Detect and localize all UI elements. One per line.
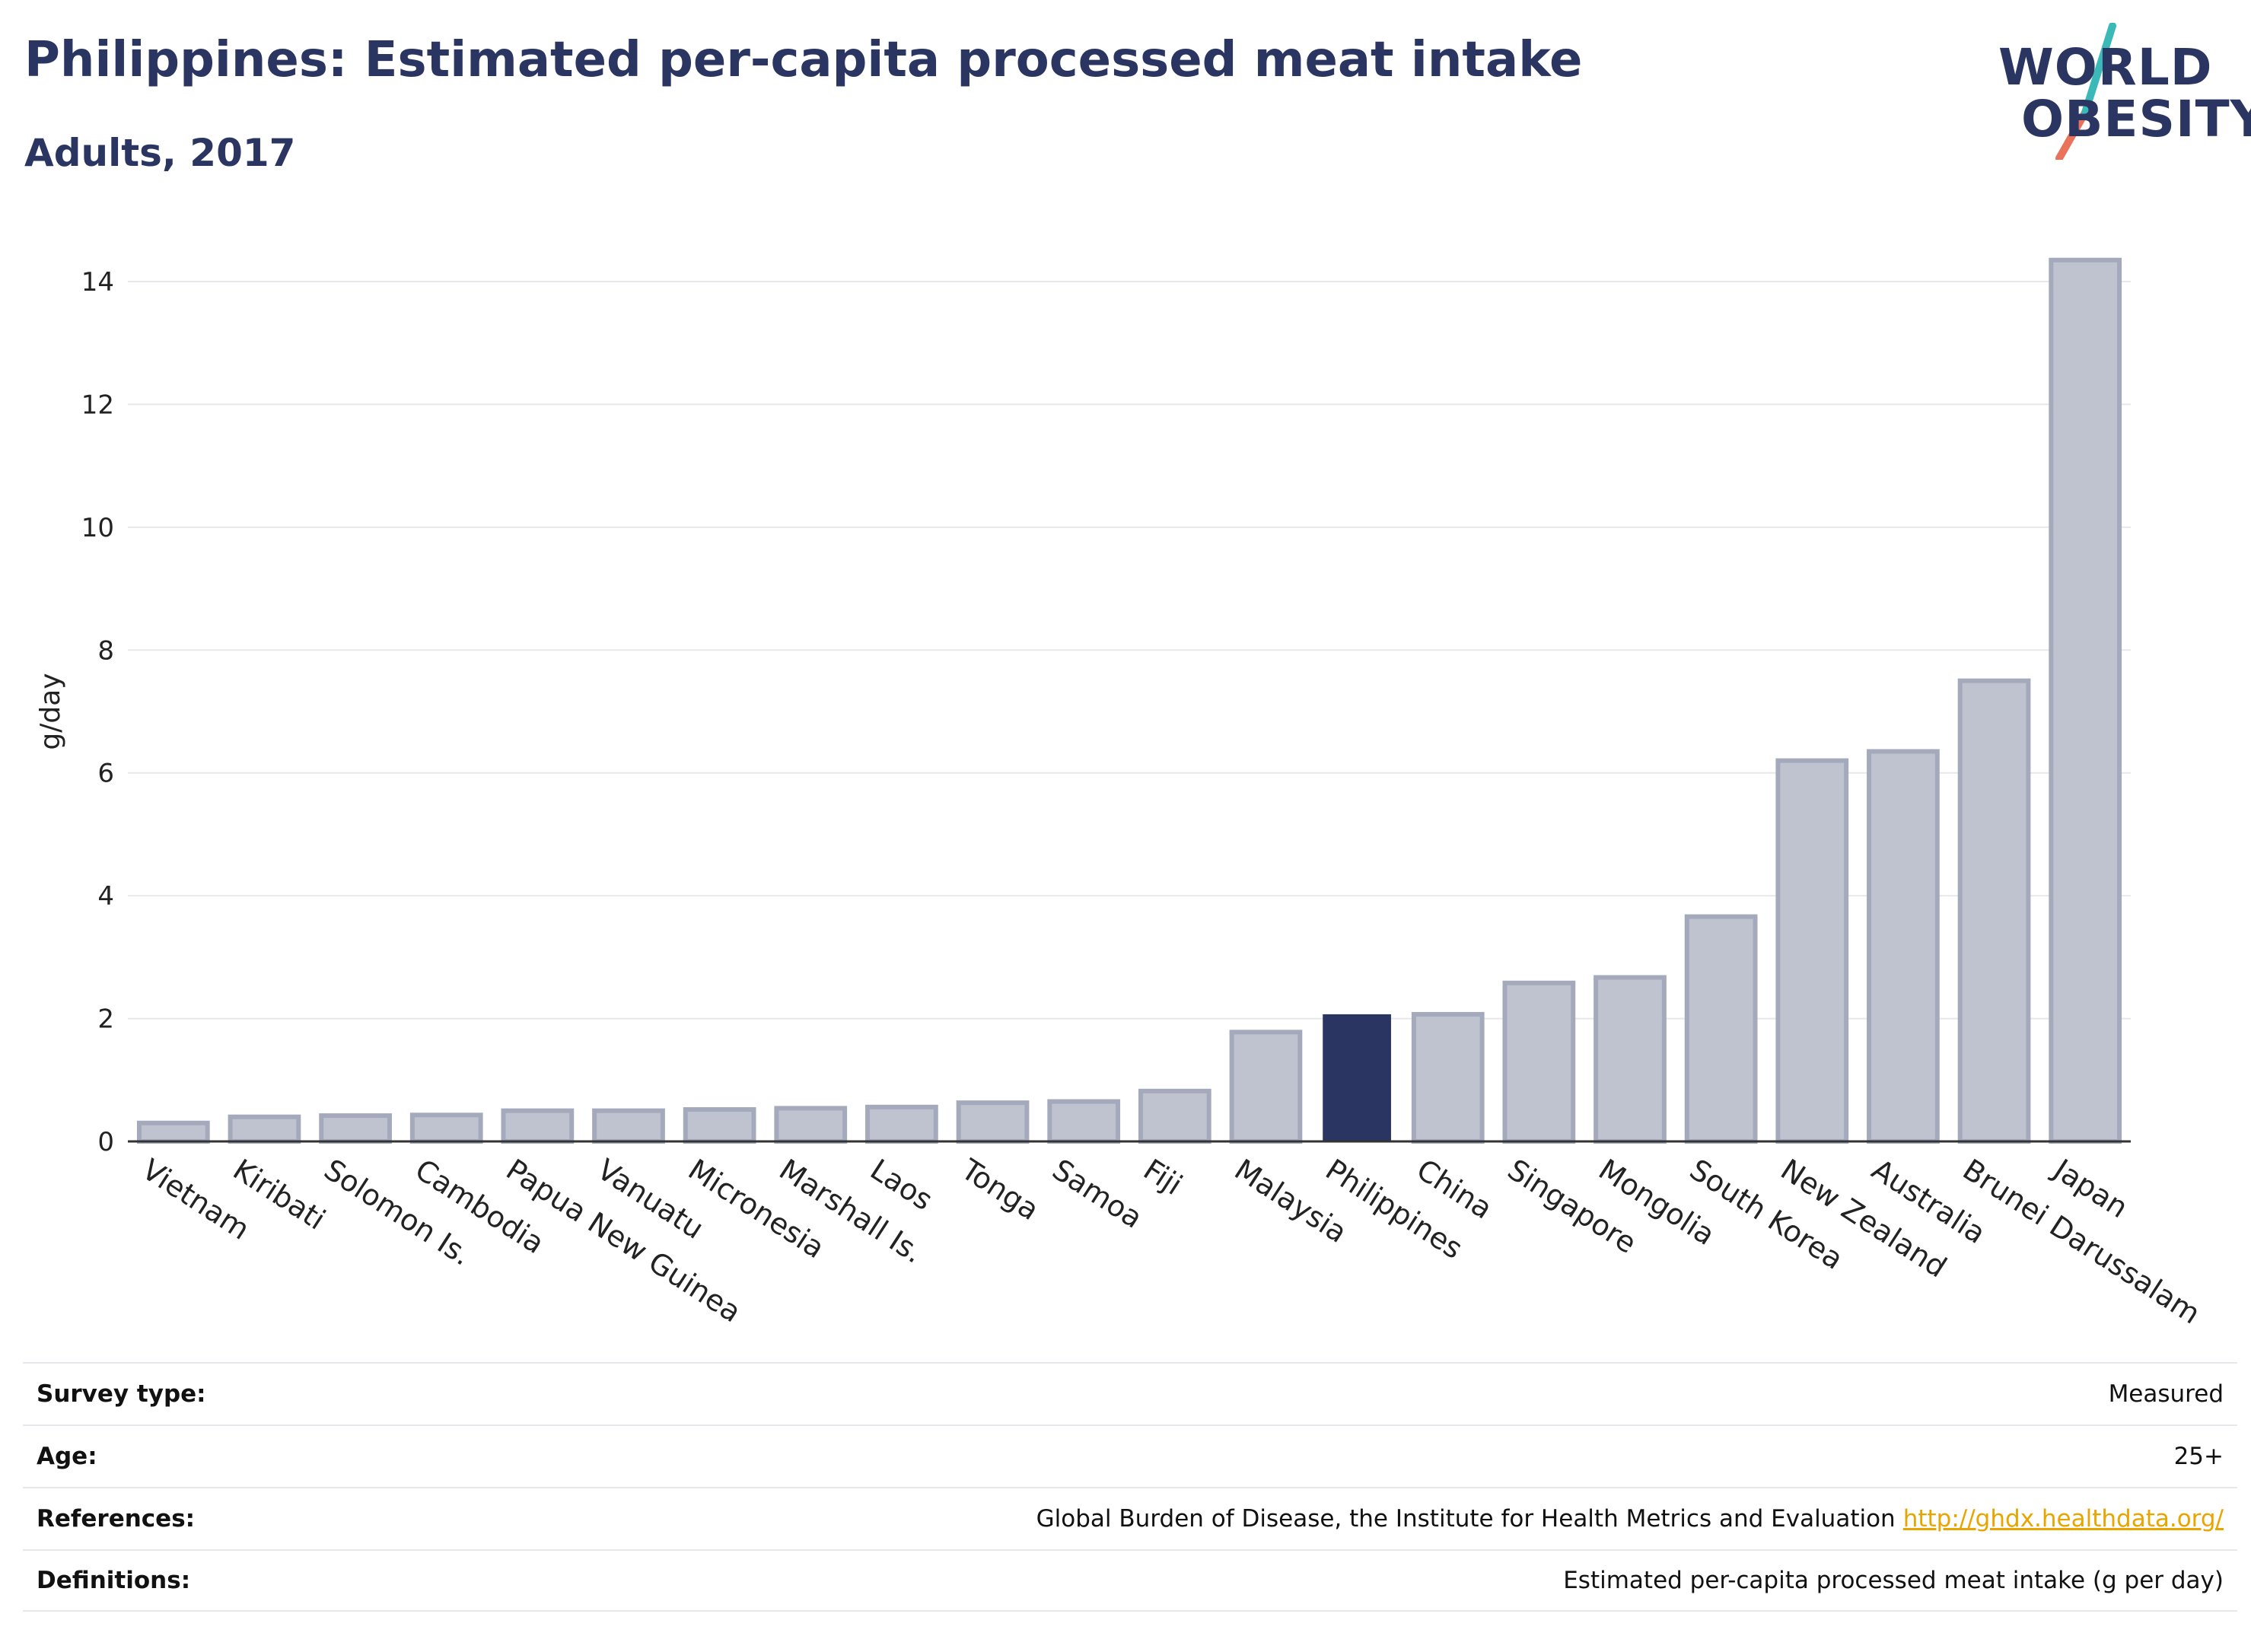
info-value: Measured — [2108, 1380, 2224, 1408]
world-obesity-logo: WORLD OBESITY — [1979, 23, 2251, 160]
bar-highlight — [1323, 1014, 1391, 1141]
info-value: Estimated per-capita processed meat inta… — [1563, 1567, 2224, 1594]
bar — [1775, 758, 1849, 1144]
chart-title: Philippines: Estimated per-capita proces… — [24, 32, 1583, 88]
y-tick-label: 2 — [97, 1004, 114, 1035]
bar — [865, 1104, 938, 1144]
bar — [1229, 1030, 1303, 1144]
x-tick-label: South Korea — [1684, 1153, 1849, 1276]
y-tick-label: 14 — [81, 267, 114, 298]
y-tick-label: 4 — [97, 881, 114, 912]
bar — [1594, 975, 1667, 1144]
logo-slash-icon — [2055, 23, 2116, 160]
bar — [136, 1120, 210, 1144]
bar — [1411, 1011, 1485, 1144]
bar — [774, 1106, 848, 1144]
x-tick-label: Samoa — [1046, 1153, 1148, 1235]
y-tick-label: 10 — [81, 513, 114, 543]
y-tick-label: 8 — [97, 635, 114, 666]
info-label: Survey type: — [37, 1380, 206, 1408]
bar — [1138, 1088, 1211, 1144]
bar — [592, 1108, 665, 1144]
info-row-survey-type: Survey type: Measured — [23, 1362, 2237, 1424]
logo-word-obesity: OBESITY — [2021, 90, 2251, 148]
bar — [1867, 749, 1940, 1144]
y-tick-label: 0 — [97, 1127, 114, 1157]
bar — [409, 1112, 483, 1144]
bar — [228, 1114, 301, 1144]
reference-link[interactable]: http://ghdx.healthdata.org/ — [1902, 1505, 2224, 1533]
bar — [2049, 257, 2122, 1144]
info-value: Global Burden of Disease, the Institute … — [1036, 1505, 2224, 1533]
y-tick-label: 6 — [97, 759, 114, 789]
info-value: 25+ — [2173, 1443, 2224, 1470]
info-label: Definitions: — [37, 1567, 191, 1594]
bar — [956, 1100, 1030, 1144]
y-axis-label: g/day — [35, 673, 66, 750]
info-label: Age: — [37, 1443, 97, 1470]
bar — [683, 1107, 756, 1144]
info-table: Survey type: Measured Age: 25+ Reference… — [23, 1362, 2237, 1612]
info-label: References: — [37, 1505, 196, 1533]
bar — [1684, 914, 1758, 1144]
info-row-age: Age: 25+ — [23, 1424, 2237, 1487]
info-row-references: References: Global Burden of Disease, th… — [23, 1487, 2237, 1549]
x-tick-label: Fiji — [1138, 1153, 1189, 1202]
bar — [501, 1108, 575, 1144]
chart-subtitle: Adults, 2017 — [24, 131, 296, 175]
logo-word-world: WORLD — [1998, 38, 2213, 97]
bar — [1047, 1099, 1121, 1144]
info-row-definitions: Definitions: Estimated per-capita proces… — [23, 1549, 2237, 1612]
y-tick-label: 12 — [81, 390, 114, 420]
reference-text: Global Burden of Disease, the Institute … — [1036, 1505, 1896, 1533]
bar — [1502, 980, 1576, 1144]
bar — [319, 1113, 392, 1144]
bar — [1957, 678, 2031, 1144]
x-tick-label: Tonga — [955, 1152, 1045, 1227]
